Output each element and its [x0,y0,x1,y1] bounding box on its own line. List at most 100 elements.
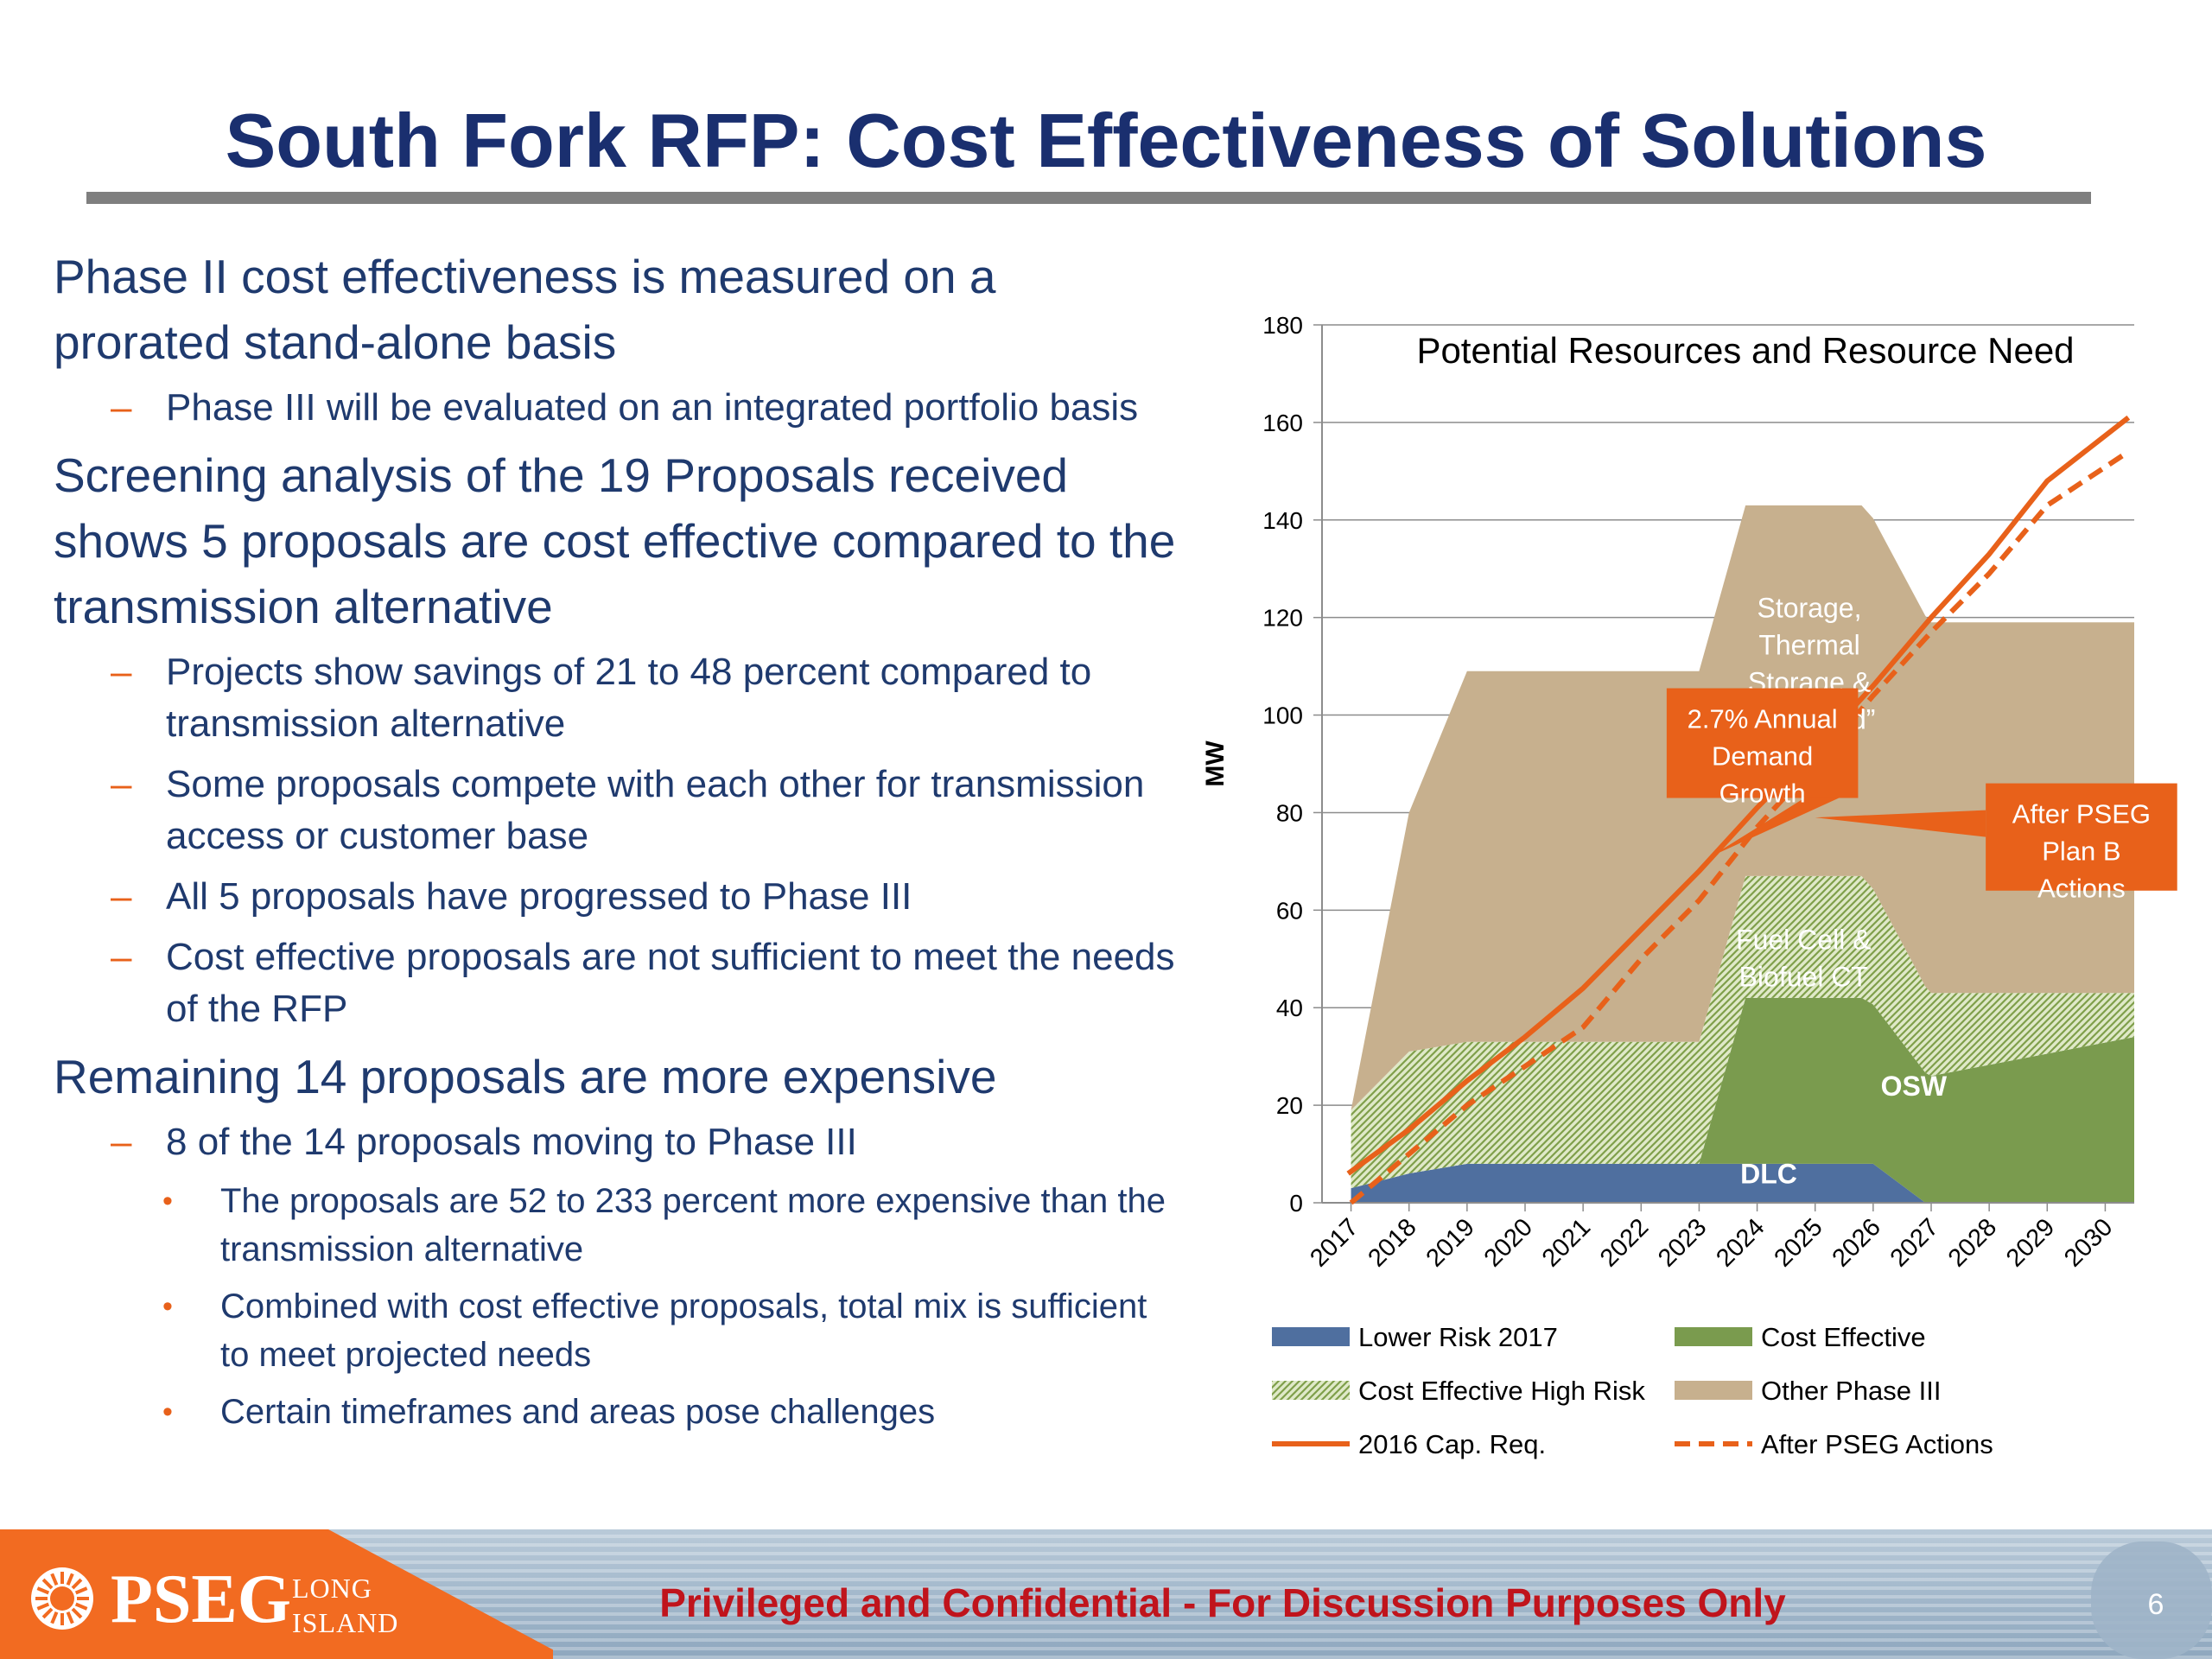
callout-line: 2.7% Annual [1688,704,1838,734]
bullet-text: Phase III will be evaluated on an integr… [166,386,1139,429]
logo-subtitle-line1: LONG [292,1573,372,1604]
annotation-line: DLC [1740,1158,1797,1189]
bullet-dash-icon: – [111,936,132,978]
y-tick-label: 20 [1276,1092,1303,1119]
callout-line: Actions [2037,874,2126,904]
x-tick-label: 2029 [2001,1213,2060,1272]
bullet-level2: – Projects show savings of 21 to 48 perce… [54,646,1177,750]
footer-confidential-text: Privileged and Confidential - For Discus… [659,1580,1786,1625]
chart-title: Potential Resources and Resource Need [1416,330,2074,371]
area-lower-risk-2017 [1351,1163,2134,1203]
callout-line: Plan B [2042,836,2120,867]
bullet-level1: Remaining 14 proposals are more expensiv… [54,1044,1177,1109]
legend-label: Lower Risk 2017 [1358,1322,1558,1352]
bullet-level2: – Cost effective proposals are not suffic… [54,931,1177,1035]
x-tick-label: 2028 [1943,1213,2002,1272]
bullet-level1: Screening analysis of the 19 Proposals r… [54,442,1177,639]
bullet-dash-icon: – [111,1121,132,1163]
area-other-phase-iii [1351,505,2134,1110]
annotation-line: Storage, [1758,593,1862,624]
callout-line: Demand [1712,741,1813,772]
bullet-dot-icon: • [162,1290,173,1323]
annotation-line: Fuel Cell & [1736,924,1872,955]
bullet-text: Cost effective proposals are not suffici… [166,936,1175,1030]
label-dlc: DLC [1740,1158,1797,1189]
legend-label: Other Phase III [1761,1376,1942,1406]
annotation-line: Thermal [1758,630,1859,661]
y-tick-label: 180 [1262,312,1303,339]
bullet-level2: –8 of the 14 proposals moving to Phase I… [54,1116,1177,1168]
logo-wordmark: PSEG [111,1561,291,1637]
y-tick-label: 80 [1276,799,1303,826]
label-fuel-cell: Fuel Cell & Biofuel CT [1736,924,1872,992]
legend-label: 2016 Cap. Req. [1358,1429,1546,1459]
bullet-dot-icon: • [162,1395,173,1428]
y-tick-label: 40 [1276,995,1303,1021]
y-tick-label: 0 [1289,1190,1303,1217]
legend-label: After PSEG Actions [1761,1429,1993,1459]
y-tick-label: 60 [1276,897,1303,924]
y-tick-label: 120 [1262,605,1303,632]
x-tick-label: 2023 [1653,1213,1712,1272]
bullet-text: 8 of the 14 proposals moving to Phase II… [166,1121,857,1163]
legend-swatch [1675,1381,1752,1400]
bullet-level2: – All 5 proposals have progressed to Phas… [54,871,1177,923]
callout-box [1986,783,2177,891]
page-number: 6 [2147,1588,2164,1621]
x-tick-label: 2025 [1769,1213,1827,1272]
title-divider [86,192,2091,204]
y-tick-label: 100 [1262,702,1303,729]
callout-plan-b: After PSEG Plan B Actions [2012,799,2151,904]
x-tick-label: 2027 [1885,1213,1944,1272]
callout-pointer [1815,810,1986,837]
line-2016-cap-req [1346,415,2131,1176]
x-tick-label: 2017 [1305,1213,1363,1272]
bullet-text: The proposals are 52 to 233 percent more… [220,1182,1166,1268]
y-axis-label: MW [1201,741,1230,787]
area-cost-effective [1351,997,2134,1203]
bullet-text: All 5 proposals have progressed to Phase… [166,875,912,918]
resources-chart: 0 20 40 60 80 100 120 140 160 180 2017201820192020… [1201,312,2177,1459]
annotation-line: OSW [1881,1071,1948,1102]
legend-swatch [1272,1381,1350,1400]
legend-swatch [1272,1327,1350,1346]
callout-line: Growth [1719,779,1806,809]
x-tick-label: 2021 [1537,1213,1596,1272]
bullet-text: Screening analysis of the 19 Proposals r… [54,448,1176,633]
area-cost-effective-high-risk [1351,875,2134,1189]
x-tick-label: 2020 [1479,1213,1538,1272]
x-tick-label: 2030 [2059,1213,2118,1272]
bullet-text: Certain timeframes and areas pose challe… [220,1393,936,1431]
bullet-text: Remaining 14 proposals are more expensiv… [54,1050,997,1103]
callout-demand-growth: 2.7% Annual Demand Growth [1688,704,1838,809]
bullet-level2: – Phase III will be evaluated on an integ… [54,382,1177,434]
sun-icon [31,1567,93,1630]
y-tick-label: 160 [1262,410,1303,436]
x-tick-label: 2019 [1421,1213,1480,1272]
callout-line: After PSEG [2012,799,2151,830]
callout-box [1666,688,1859,798]
bullet-level3: • Combined with cost effective proposals,… [54,1282,1177,1379]
bullet-dash-icon: – [111,763,132,805]
y-tick-label: 140 [1262,507,1303,534]
bullet-text: Phase II cost effectiveness is measured … [54,250,996,369]
bullet-level2: – Some proposals compete with each other … [54,759,1177,862]
pseg-logo-badge [0,1529,553,1659]
legend-swatch [1675,1327,1752,1346]
x-tick-label: 2022 [1595,1213,1654,1272]
legend-label: Cost Effective High Risk [1358,1376,1645,1406]
bullet-text: Combined with cost effective proposals, … [220,1287,1147,1374]
bullet-level3: • Certain timeframes and areas pose chall… [54,1388,1177,1436]
x-tick-label: 2024 [1711,1213,1770,1272]
bullet-text: Some proposals compete with each other f… [166,763,1145,857]
bullet-dash-icon: – [111,386,132,429]
bullet-level1: Phase II cost effectiveness is measured … [54,244,1177,375]
slide-title: South Fork RFP: Cost Effectiveness of So… [225,98,1987,183]
annotation-line: Biofuel CT [1739,961,1868,992]
bullet-level3: • The proposals are 52 to 233 percent mor… [54,1177,1177,1274]
bullet-list: Phase II cost effectiveness is measured … [54,244,1177,1445]
x-tick-label: 2018 [1363,1213,1421,1272]
x-tick-label: 2026 [1827,1213,1886,1272]
bullet-dash-icon: – [111,651,132,693]
legend-label: Cost Effective [1761,1322,1926,1352]
